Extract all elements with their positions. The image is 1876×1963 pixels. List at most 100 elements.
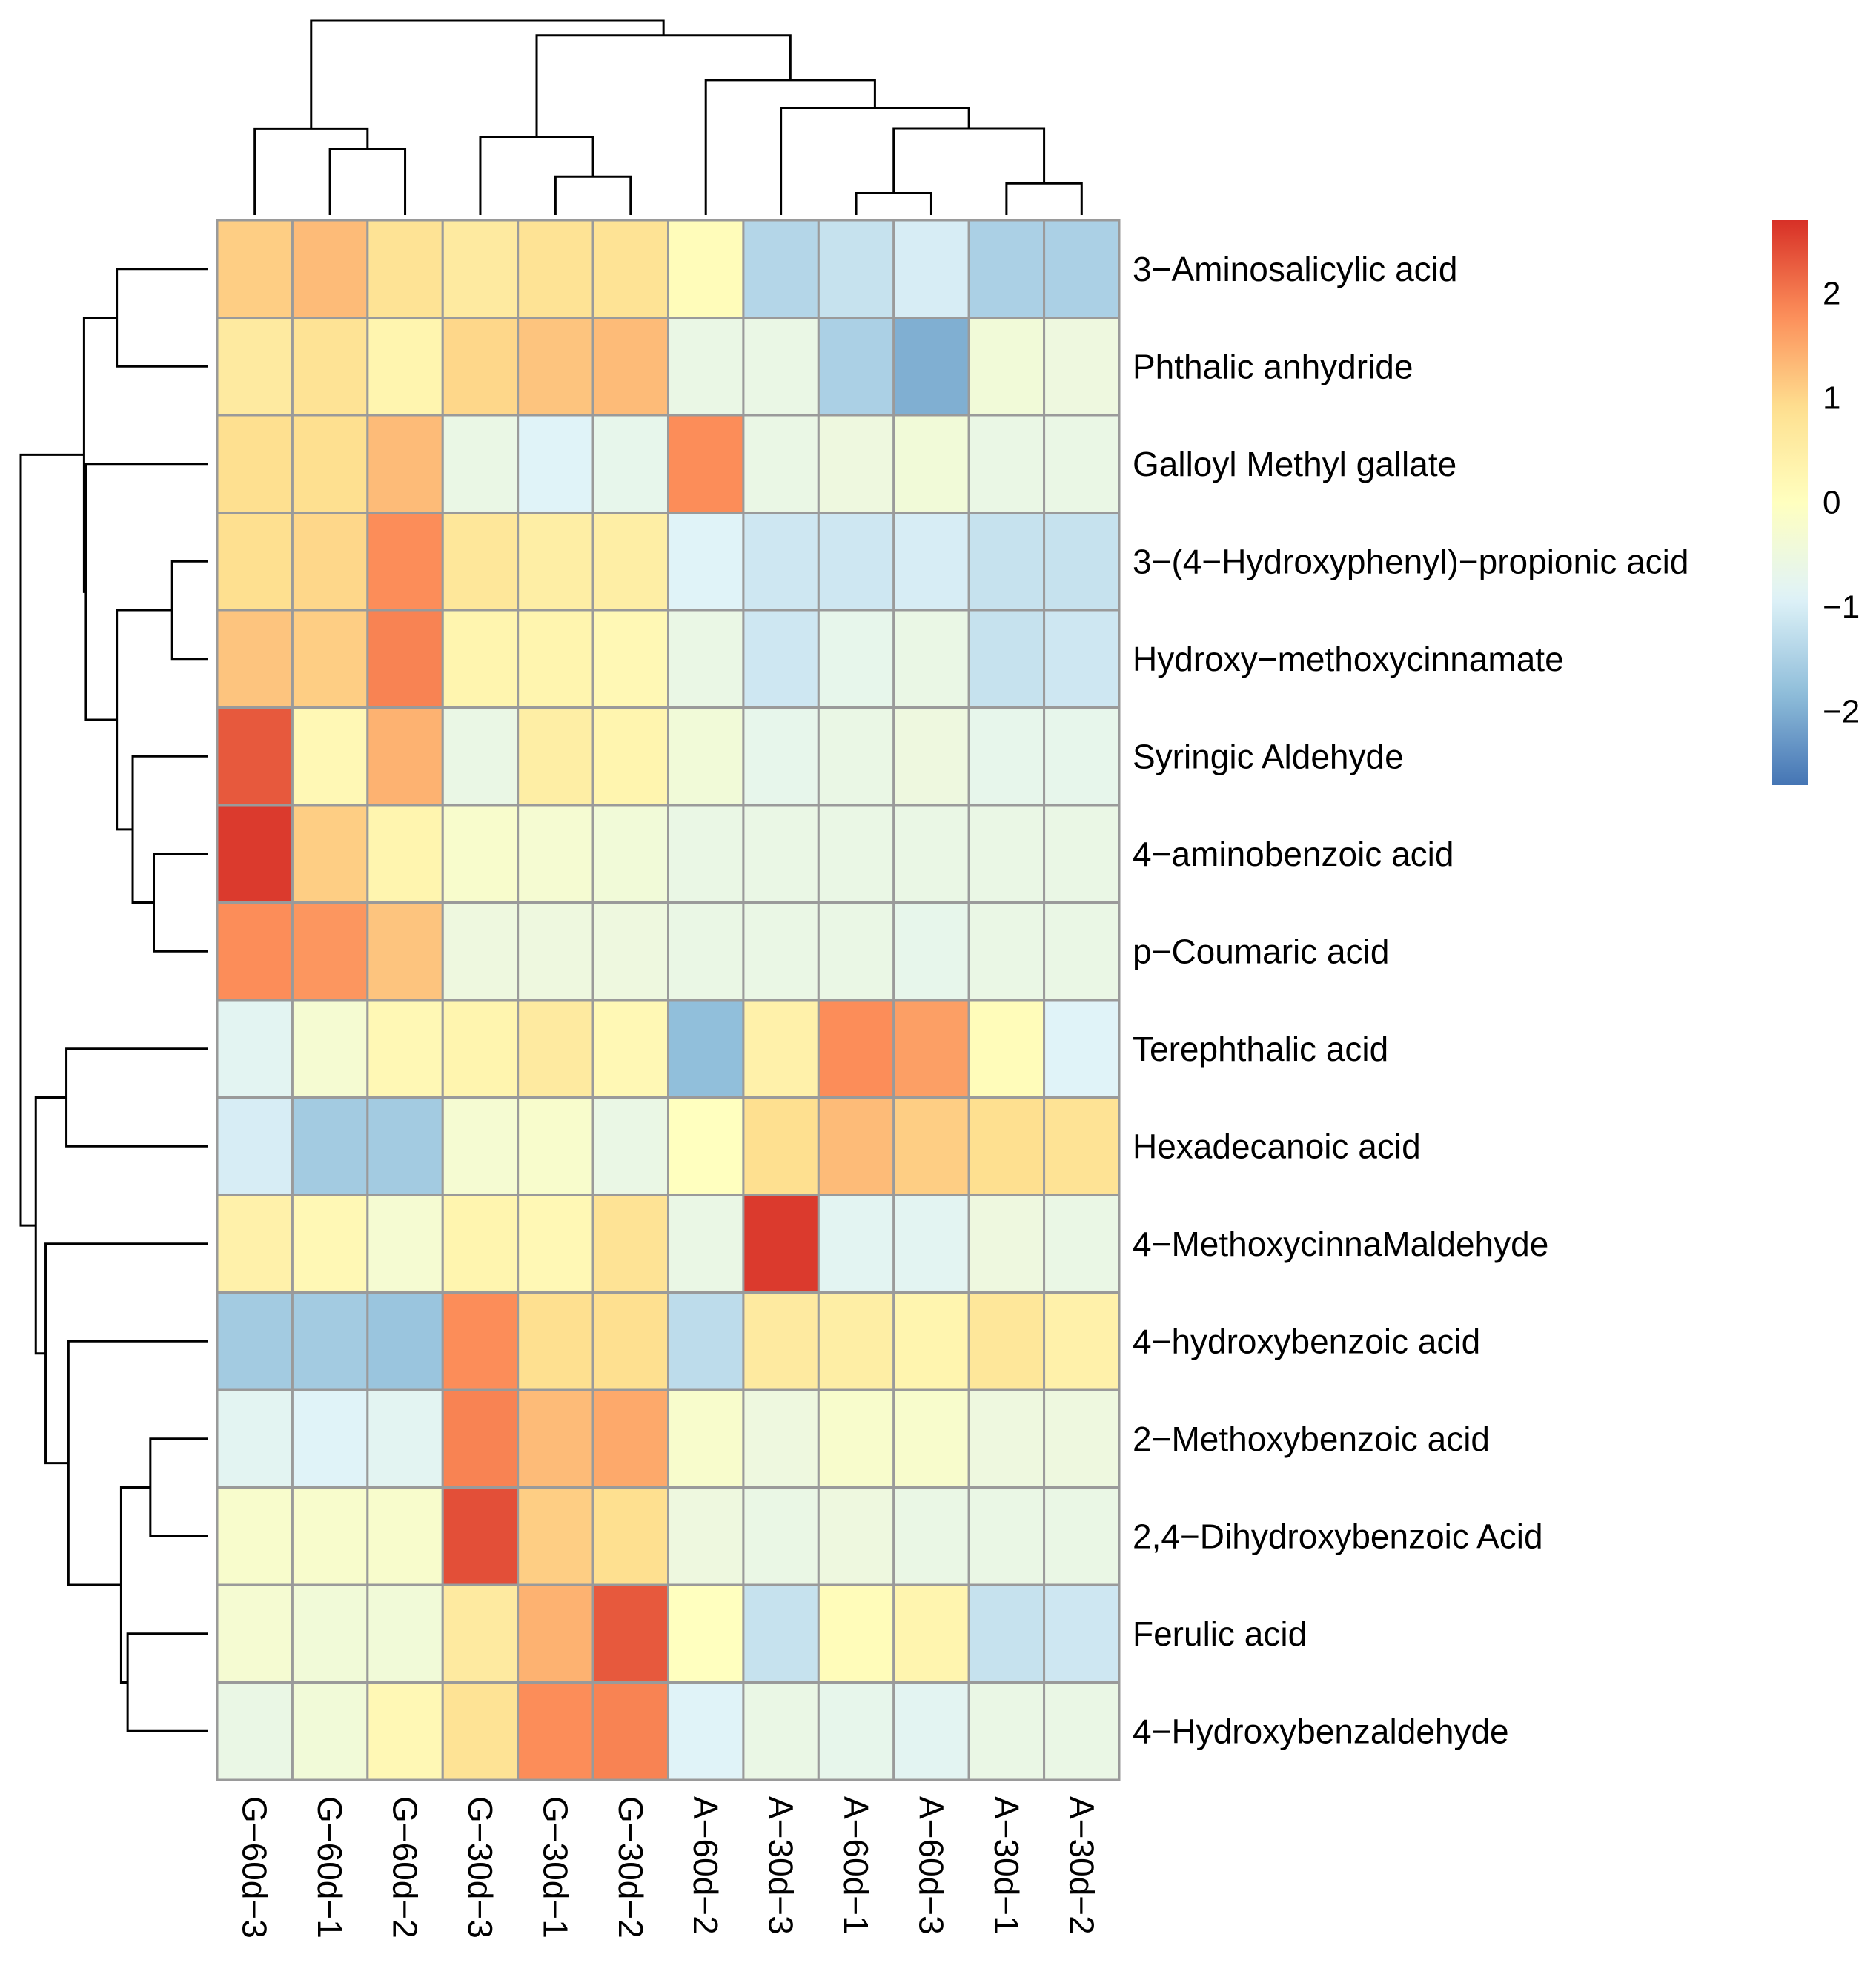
heatmap-cell <box>967 706 1046 807</box>
heatmap-cell <box>216 706 294 807</box>
heatmap-cell <box>366 414 444 514</box>
heatmap-grid <box>216 219 1121 1781</box>
legend-tick-label: −1 <box>1823 589 1860 626</box>
heatmap-cell <box>667 317 745 417</box>
heatmap-cell <box>742 414 820 514</box>
heatmap-cell <box>591 219 669 319</box>
heatmap-cell <box>291 1486 369 1586</box>
heatmap-cell <box>967 512 1046 612</box>
heatmap-cell <box>591 1583 669 1684</box>
heatmap-cell <box>742 1194 820 1294</box>
heatmap-cell <box>967 1388 1046 1489</box>
column-label: G−30d−1 <box>536 1796 574 1939</box>
heatmap-cell <box>591 1388 669 1489</box>
heatmap-cell <box>517 219 594 319</box>
heatmap-cell <box>366 1388 444 1489</box>
heatmap-cell <box>591 706 669 807</box>
heatmap-cell <box>216 901 294 1002</box>
row-label: 3−(4−Hydroxyphenyl)−propionic acid <box>1133 542 1689 580</box>
heatmap-cell <box>291 219 369 319</box>
heatmap-cell <box>892 1096 970 1196</box>
heatmap-cell <box>517 999 594 1099</box>
column-label: A−30d−2 <box>1062 1796 1101 1935</box>
heatmap-cell <box>291 901 369 1002</box>
row-label: p−Coumaric acid <box>1133 932 1389 970</box>
heatmap-cell <box>817 706 895 807</box>
heatmap-cell <box>892 706 970 807</box>
heatmap-cell <box>667 1096 745 1196</box>
heatmap-cell <box>591 1486 669 1586</box>
heatmap-cell <box>667 1583 745 1684</box>
heatmap-cell <box>742 706 820 807</box>
heatmap-cell <box>817 414 895 514</box>
heatmap-cell <box>366 901 444 1002</box>
heatmap-cell <box>1043 999 1121 1099</box>
heatmap-cell <box>817 901 895 1002</box>
heatmap-cell <box>817 999 895 1099</box>
heatmap-cell <box>1043 512 1121 612</box>
heatmap-cell <box>291 1194 369 1294</box>
heatmap-cell <box>366 1681 444 1781</box>
heatmap-cell <box>441 999 520 1099</box>
heatmap-cell <box>667 1486 745 1586</box>
heatmap-cell <box>892 1291 970 1391</box>
column-label: A−30d−3 <box>762 1796 801 1935</box>
heatmap-cell <box>892 317 970 417</box>
heatmap-cell <box>517 1486 594 1586</box>
dendrogram-branch <box>119 1486 150 1684</box>
heatmap-cell <box>667 1291 745 1391</box>
heatmap-cell <box>892 512 970 612</box>
heatmap-cell <box>517 1291 594 1391</box>
heatmap-cell <box>742 317 820 417</box>
heatmap-cell <box>1043 1388 1121 1489</box>
heatmap-cell <box>216 609 294 709</box>
heatmap-cell <box>591 999 669 1099</box>
heatmap-cell <box>441 219 520 319</box>
heatmap-cell <box>667 706 745 807</box>
heatmap-cell <box>742 1583 820 1684</box>
heatmap-cell <box>517 901 594 1002</box>
heatmap-cell <box>817 1194 895 1294</box>
heatmap-cell <box>441 414 520 514</box>
dendrogram-branch <box>1005 182 1083 215</box>
heatmap-cell <box>216 1486 294 1586</box>
row-label: Syringic Aldehyde <box>1133 737 1404 775</box>
row-label: Ferulic acid <box>1133 1615 1307 1653</box>
heatmap-cell <box>441 1194 520 1294</box>
dendrogram-branch <box>84 463 208 721</box>
heatmap-cell <box>366 804 444 904</box>
heatmap-cell <box>441 512 520 612</box>
heatmap-cell <box>667 512 745 612</box>
heatmap-cell <box>366 999 444 1099</box>
heatmap-cell <box>591 804 669 904</box>
row-label: Galloyl Methyl gallate <box>1133 445 1456 483</box>
heatmap-cell <box>291 1388 369 1489</box>
heatmap-cell <box>967 1291 1046 1391</box>
heatmap-cell <box>291 414 369 514</box>
heatmap-cell <box>892 1388 970 1489</box>
column-label: A−60d−2 <box>686 1796 725 1935</box>
heatmap-cell <box>967 999 1046 1099</box>
heatmap-cell <box>517 1096 594 1196</box>
heatmap-cell <box>591 1096 669 1196</box>
heatmap-cell <box>441 1388 520 1489</box>
heatmap-cell <box>366 512 444 612</box>
heatmap-cell <box>967 1681 1046 1781</box>
heatmap-cell <box>517 1388 594 1489</box>
heatmap-cell <box>366 609 444 709</box>
heatmap-cell <box>591 512 669 612</box>
heatmap-cell <box>291 706 369 807</box>
heatmap-cell <box>817 609 895 709</box>
heatmap-cell <box>667 999 745 1099</box>
heatmap-cell <box>817 1486 895 1586</box>
row-label: 3−Aminosalicylic acid <box>1133 250 1457 288</box>
heatmap-cell <box>892 901 970 1002</box>
heatmap-cell <box>742 999 820 1099</box>
heatmap-cell <box>742 901 820 1002</box>
dendrogram-branch <box>153 853 208 953</box>
heatmap-cell <box>517 1681 594 1781</box>
heatmap-cell <box>742 1096 820 1196</box>
dendrogram-branch <box>131 755 208 904</box>
heatmap-cell <box>667 609 745 709</box>
legend-color-bar <box>1772 220 1808 785</box>
